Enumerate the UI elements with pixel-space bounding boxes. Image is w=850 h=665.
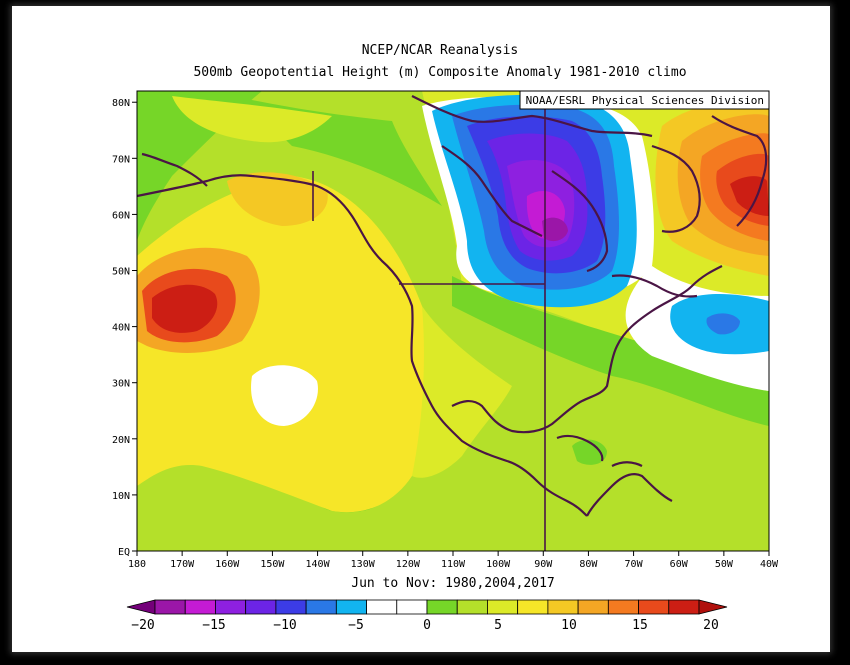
x-tick-label: 130W: [351, 559, 376, 570]
colorbar-swatch: [426, 599, 458, 615]
y-tick-label: 80N: [112, 98, 130, 109]
colorbar-swatch: [154, 599, 186, 615]
contour-field: [137, 91, 769, 551]
colorbar-swatch: [396, 599, 428, 615]
x-tick-label: 120W: [396, 559, 421, 570]
colorbar-tick-label: 15: [632, 618, 648, 633]
colorbar-swatch: [668, 599, 700, 615]
y-axis: EQ 10N 20N 30N 40N 50N 60N 70N 80N: [112, 98, 137, 558]
colorbar-swatch: [547, 599, 579, 615]
colorbar: −20 −15 −10 −5 0 5 10 15 20: [126, 599, 728, 633]
colorbar-tick-label: −15: [202, 618, 225, 633]
x-axis-label: Jun to Nov: 1980,2004,2017: [351, 576, 555, 591]
colorbar-swatch: [305, 599, 337, 615]
borders: [312, 106, 546, 551]
colorbar-swatch: [275, 599, 307, 615]
credit-box: NOAA/ESRL Physical Sciences Division: [519, 90, 770, 110]
x-axis: 180 170W 160W 150W 140W 130W 120W 110W 100W 90W 80…: [128, 551, 779, 570]
colorbar-tick-label: 0: [423, 618, 431, 633]
x-tick-label: 90W: [534, 559, 553, 570]
colorbar-swatch: [456, 599, 488, 615]
x-tick-label: 50W: [715, 559, 734, 570]
colorbar-swatch: [517, 599, 549, 615]
colorbar-tick-label: −20: [131, 618, 154, 633]
x-tick-label: 80W: [579, 559, 598, 570]
y-tick-label: 20N: [112, 435, 130, 446]
colorbar-swatch: [335, 599, 367, 615]
x-tick-label: 170W: [170, 559, 195, 570]
x-tick-label: 60W: [670, 559, 689, 570]
coastlines: [137, 95, 768, 517]
chart-panel: NCEP/NCAR Reanalysis 500mb Geopotential …: [12, 6, 830, 652]
colorbar-swatch: [487, 599, 519, 615]
credit-text: NOAA/ESRL Physical Sciences Division: [526, 94, 764, 107]
x-tick-label: 180: [128, 559, 146, 570]
chart-title: NCEP/NCAR Reanalysis: [362, 43, 519, 58]
colorbar-swatch: [184, 599, 216, 615]
colorbar-swatch: [638, 599, 670, 615]
colorbar-swatch: [577, 599, 609, 615]
colorbar-swatch: [126, 599, 156, 615]
colorbar-tick-label: −10: [273, 618, 296, 633]
x-tick-label: 100W: [486, 559, 511, 570]
x-tick-label: 70W: [625, 559, 644, 570]
colorbar-swatch: [698, 599, 728, 615]
y-tick-label: 40N: [112, 323, 130, 334]
chart-subtitle: 500mb Geopotential Height (m) Composite …: [193, 65, 686, 80]
x-tick-label: 40W: [760, 559, 779, 570]
colorbar-tick-label: 20: [703, 618, 719, 633]
x-tick-label: 140W: [306, 559, 331, 570]
y-tick-label: 60N: [112, 210, 130, 221]
x-tick-label: 150W: [260, 559, 285, 570]
y-tick-label: 50N: [112, 267, 130, 278]
colorbar-tick-label: 10: [561, 618, 577, 633]
x-tick-label: 110W: [441, 559, 466, 570]
colorbar-swatch: [607, 599, 639, 615]
colorbar-swatch: [215, 599, 247, 615]
y-tick-label: 10N: [112, 491, 130, 502]
y-tick-label: 70N: [112, 154, 130, 165]
x-tick-label: 160W: [215, 559, 240, 570]
colorbar-tick-label: 5: [494, 618, 502, 633]
anomaly-chart: NCEP/NCAR Reanalysis 500mb Geopotential …: [112, 43, 779, 633]
colorbar-tick-label: −5: [348, 618, 364, 633]
colorbar-swatch: [245, 599, 277, 615]
y-tick-label: EQ: [118, 547, 130, 558]
colorbar-swatch: [366, 599, 398, 615]
y-tick-label: 30N: [112, 379, 130, 390]
